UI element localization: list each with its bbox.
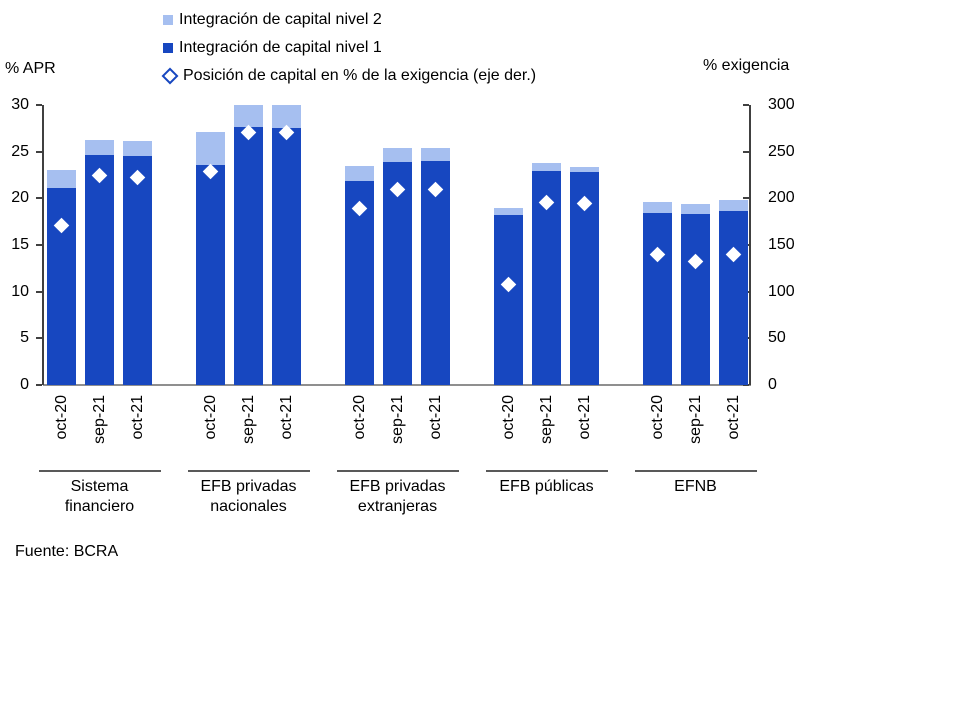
left-axis-tick-label: 0	[20, 376, 29, 393]
bar-nivel2	[272, 105, 301, 129]
bar-nivel1	[234, 127, 263, 385]
legend-label: Posición de capital en % de la exigencia…	[183, 67, 537, 84]
x-axis-category-label: sep-21	[537, 395, 555, 444]
group-underline	[634, 470, 757, 472]
left-axis-tick	[36, 290, 42, 293]
left-axis-tick-label: 10	[11, 282, 29, 300]
x-axis-category-label: oct-21	[724, 395, 742, 440]
bar-nivel2	[494, 207, 523, 216]
x-axis-category-label: oct-21	[128, 395, 146, 440]
legend-item: Integración de capital nivel 2	[163, 10, 536, 30]
right-axis-tick	[743, 150, 749, 153]
bar-nivel2	[719, 200, 748, 212]
left-axis-tick	[36, 104, 42, 106]
right-axis-line	[749, 105, 751, 385]
x-axis-category-label: sep-21	[90, 395, 108, 444]
right-axis-tick	[743, 197, 749, 200]
left-axis-tick	[36, 150, 42, 153]
legend-square-icon	[163, 15, 173, 25]
left-axis-tick-label: 15	[11, 236, 29, 253]
bar-nivel2	[123, 141, 152, 157]
bar-nivel2	[85, 139, 114, 156]
group-label-text: EFB privadas extranjeras	[349, 478, 446, 515]
bar-nivel1	[494, 215, 523, 385]
bar-nivel2	[681, 203, 710, 215]
legend-diamond-icon	[161, 67, 179, 85]
bar-nivel2	[570, 166, 599, 173]
right-axis-tick-label: 100	[768, 282, 795, 300]
right-axis-tick-label: 250	[768, 142, 795, 160]
x-axis-category-label: oct-20	[499, 395, 517, 440]
group-label-text: EFNB	[674, 478, 717, 495]
x-axis-category-label: oct-20	[201, 395, 219, 440]
legend-item: Posición de capital en % de la exigencia…	[161, 66, 537, 86]
group-label: EFB privadas nacionales	[164, 477, 334, 517]
x-axis-baseline	[43, 384, 751, 386]
right-axis-tick	[743, 384, 749, 386]
x-axis-category-label: oct-20	[52, 395, 70, 440]
bar-nivel1	[681, 214, 710, 385]
group-label-text: EFB privadas nacionales	[200, 478, 297, 515]
left-axis-tick-label: 30	[11, 96, 29, 113]
right-axis-tick-label: 300	[768, 96, 795, 113]
left-axis-tick	[36, 197, 42, 200]
legend-square-icon	[163, 43, 173, 53]
x-axis-category-label: oct-21	[426, 395, 444, 440]
x-axis-category-label: sep-21	[388, 395, 406, 444]
left-axis-tick	[36, 244, 42, 246]
left-axis-title: % APR	[5, 60, 56, 77]
x-axis-category-label: oct-21	[277, 395, 295, 440]
group-label: Sistema financiero	[15, 477, 185, 517]
bar-nivel1	[643, 213, 672, 385]
left-axis-tick	[36, 337, 42, 340]
chart-legend: Integración de capital nivel 2 Integració…	[161, 10, 537, 86]
right-axis-tick	[743, 104, 749, 106]
legend-label: Integración de capital nivel 2	[179, 11, 382, 28]
x-axis-category-label: sep-21	[686, 395, 704, 444]
bar-nivel1	[85, 155, 114, 385]
x-axis-category-label: oct-20	[648, 395, 666, 440]
bar-nivel1	[196, 164, 225, 385]
x-axis-category-label: oct-20	[350, 395, 368, 440]
left-axis-line	[42, 105, 44, 385]
group-underline	[336, 470, 459, 472]
right-axis-tick-label: 200	[768, 189, 795, 207]
x-axis-category-label: oct-21	[575, 395, 593, 440]
left-axis-tick-label: 25	[11, 142, 29, 160]
bar-nivel2	[532, 162, 561, 172]
bar-nivel2	[196, 132, 225, 165]
right-axis-title: % exigencia	[703, 57, 790, 74]
bar-nivel1	[421, 161, 450, 385]
bar-nivel2	[234, 105, 263, 128]
right-axis-tick-label: 0	[768, 376, 777, 393]
right-axis-tick-label: 50	[768, 329, 786, 347]
group-underline	[187, 470, 310, 472]
bar-nivel2	[345, 165, 374, 181]
legend-label: Integración de capital nivel 1	[179, 39, 382, 56]
bar-nivel1	[383, 161, 412, 385]
right-axis-tick-label: 150	[768, 236, 795, 253]
group-underline	[38, 470, 161, 472]
group-label: EFB privadas extranjeras	[313, 477, 483, 517]
group-underline	[485, 470, 608, 472]
group-label: EFB públicas	[462, 477, 632, 497]
legend-item: Integración de capital nivel 1	[163, 38, 536, 58]
left-axis-tick-label: 5	[20, 329, 29, 347]
bar-nivel2	[47, 170, 76, 189]
bar-nivel1	[719, 211, 748, 385]
group-label: EFNB	[611, 477, 781, 497]
left-axis-tick-label: 20	[11, 189, 29, 207]
group-label-text: Sistema financiero	[64, 478, 135, 515]
source-note: Fuente: BCRA	[15, 543, 119, 560]
group-label-text: EFB públicas	[499, 478, 594, 495]
bar-nivel1	[272, 128, 301, 385]
left-axis-tick	[36, 384, 42, 386]
bar-nivel1	[123, 156, 152, 385]
bar-nivel2	[421, 147, 450, 161]
bar-nivel2	[383, 147, 412, 162]
bar-nivel2	[643, 202, 672, 214]
x-axis-category-label: sep-21	[239, 395, 257, 444]
